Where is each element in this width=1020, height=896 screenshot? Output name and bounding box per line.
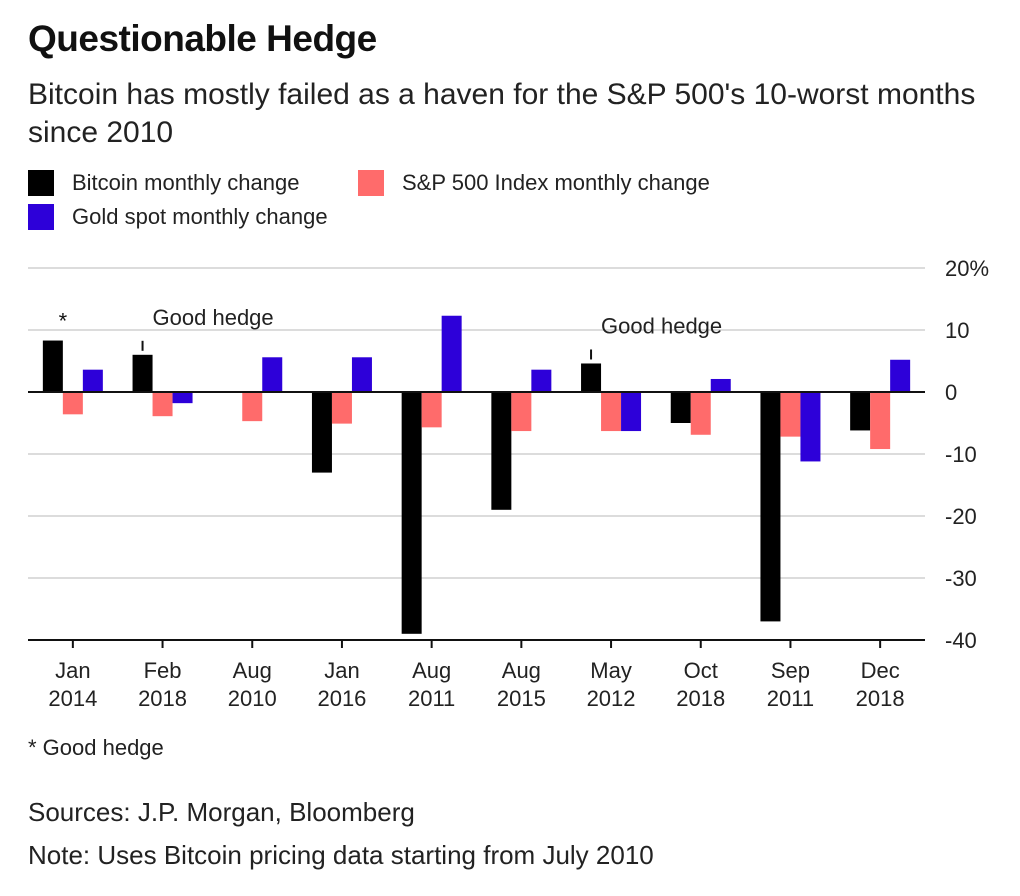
bar-gold bbox=[172, 392, 193, 404]
annotation-asterisk: * bbox=[59, 309, 68, 334]
legend-label-bitcoin: Bitcoin monthly change bbox=[72, 170, 300, 195]
bar-bitcoin bbox=[670, 392, 691, 423]
note: Note: Uses Bitcoin pricing data starting… bbox=[28, 840, 654, 870]
x-tick-label-month: Jan bbox=[55, 658, 90, 683]
y-tick-label: -30 bbox=[945, 566, 977, 591]
x-tick-label-year: 2015 bbox=[497, 686, 546, 711]
legend-label-sp500: S&P 500 Index monthly change bbox=[402, 170, 710, 195]
bar-gold bbox=[710, 378, 731, 392]
bar-sp500 bbox=[152, 392, 173, 417]
bar-gold bbox=[351, 357, 372, 392]
x-tick-label-year: 2012 bbox=[587, 686, 636, 711]
bar-bitcoin bbox=[760, 392, 781, 622]
bar-sp500 bbox=[870, 392, 891, 450]
x-tick-label-month: Dec bbox=[861, 658, 900, 683]
chart-subtitle: Bitcoin has mostly failed as a haven for… bbox=[28, 78, 976, 149]
y-tick-label: 20% bbox=[945, 256, 989, 281]
y-tick-label: -40 bbox=[945, 628, 977, 653]
annotation-good-hedge: Good hedge bbox=[153, 305, 274, 330]
bar-sp500 bbox=[242, 392, 263, 422]
bar-gold bbox=[890, 359, 911, 392]
bar-sp500 bbox=[780, 392, 801, 437]
legend-item-sp500: S&P 500 Index monthly change bbox=[358, 170, 710, 196]
x-tick-label-year: 2018 bbox=[856, 686, 905, 711]
bar-bitcoin bbox=[311, 392, 332, 473]
legend-swatch-sp500 bbox=[358, 170, 384, 196]
legend-swatch-gold bbox=[28, 204, 54, 230]
y-tick-label: 0 bbox=[945, 380, 957, 405]
bar-bitcoin bbox=[491, 392, 512, 510]
legend-swatch-bitcoin bbox=[28, 170, 54, 196]
bar-gold bbox=[621, 392, 642, 432]
bar-bitcoin bbox=[581, 363, 602, 392]
y-tick-label: -10 bbox=[945, 442, 977, 467]
x-tick-label-year: 2018 bbox=[138, 686, 187, 711]
legend-item-gold: Gold spot monthly change bbox=[28, 204, 328, 230]
x-tick-label-month: Aug bbox=[233, 658, 272, 683]
x-tick-label-year: 2014 bbox=[48, 686, 97, 711]
x-tick-label-year: 2011 bbox=[767, 686, 814, 711]
bar-sp500 bbox=[511, 392, 532, 432]
y-tick-label: 10 bbox=[945, 318, 969, 343]
x-tick-label-year: 2010 bbox=[228, 686, 277, 711]
bar-bitcoin bbox=[850, 392, 871, 431]
x-tick-label-year: 2016 bbox=[317, 686, 366, 711]
bar-sp500 bbox=[601, 392, 622, 432]
legend-item-bitcoin: Bitcoin monthly change bbox=[28, 170, 299, 196]
footnote: * Good hedge bbox=[28, 735, 164, 760]
x-tick-label-year: 2018 bbox=[676, 686, 725, 711]
bar-bitcoin bbox=[401, 392, 422, 634]
bar-gold bbox=[441, 315, 462, 392]
x-tick-label-month: Feb bbox=[144, 658, 182, 683]
bar-bitcoin bbox=[132, 354, 153, 392]
bar-gold bbox=[82, 369, 103, 392]
y-tick-label: -20 bbox=[945, 504, 977, 529]
chart-title: Questionable Hedge bbox=[28, 18, 377, 59]
x-tick-label-month: Aug bbox=[412, 658, 451, 683]
x-tick-label-month: Oct bbox=[684, 658, 718, 683]
x-tick-label-month: Jan bbox=[324, 658, 359, 683]
bar-sp500 bbox=[421, 392, 442, 428]
bar-gold bbox=[531, 369, 552, 392]
bar-sp500 bbox=[62, 392, 83, 415]
x-tick-label-month: Sep bbox=[771, 658, 810, 683]
bar-chart: 20% 10 0 -10 -20 -30 -40 Jan 2014 Feb 2018 Aug 2010 J… bbox=[28, 256, 989, 711]
x-tick-label-month: Aug bbox=[502, 658, 541, 683]
bar-gold bbox=[262, 357, 283, 392]
bar-sp500 bbox=[331, 392, 352, 424]
annotation-good-hedge: Good hedge bbox=[601, 313, 722, 338]
x-tick-label-month: May bbox=[590, 658, 632, 683]
x-tick-label-year: 2011 bbox=[408, 686, 455, 711]
sources: Sources: J.P. Morgan, Bloomberg bbox=[28, 797, 415, 827]
legend-label-gold: Gold spot monthly change bbox=[72, 204, 328, 229]
bar-gold bbox=[800, 392, 821, 462]
bar-sp500 bbox=[690, 392, 711, 435]
bar-bitcoin bbox=[42, 340, 63, 392]
